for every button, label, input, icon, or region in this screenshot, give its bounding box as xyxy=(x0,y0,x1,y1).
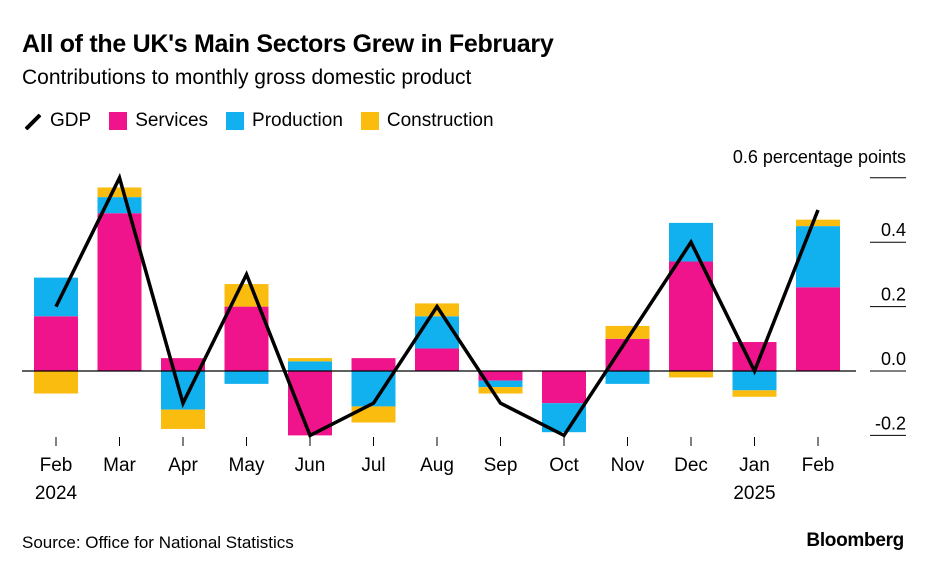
bar-construction-0 xyxy=(34,371,78,394)
bar-production-11 xyxy=(732,371,777,391)
bar-construction-1 xyxy=(97,187,142,198)
x-tick-label-4: Jun xyxy=(295,455,326,476)
bar-construction-2 xyxy=(161,409,205,429)
bar-construction-12 xyxy=(796,219,840,227)
bar-services-8 xyxy=(542,371,586,404)
chart-subtitle: Contributions to monthly gross domestic … xyxy=(22,66,472,89)
y-axis-unit-label: 0.6 percentage points xyxy=(732,147,906,167)
legend-label-construction: Construction xyxy=(386,110,494,131)
bar-production-7 xyxy=(478,380,523,388)
bar-production-12 xyxy=(796,226,840,288)
legend-swatch-construction xyxy=(360,112,379,130)
x-tick-label-1: Mar xyxy=(103,455,136,476)
x-tick-label-12: Feb xyxy=(802,455,835,476)
bar-services-1 xyxy=(97,213,142,371)
bar-construction-10 xyxy=(669,371,713,378)
source-note: Source: Office for National Statistics xyxy=(22,533,294,552)
bar-production-3 xyxy=(224,371,269,384)
legend: GDP Services Production Construction xyxy=(22,110,512,132)
x-tick-label-5: Jul xyxy=(361,455,385,476)
bar-production-4 xyxy=(288,361,332,371)
legend-item-services: Services xyxy=(109,110,208,132)
bar-construction-9 xyxy=(605,325,650,339)
x-tick-label-7: Sep xyxy=(484,455,518,476)
bloomberg-logo: Bloomberg xyxy=(806,530,904,551)
bar-services-6 xyxy=(415,348,459,371)
bar-services-5 xyxy=(351,358,396,371)
bar-construction-11 xyxy=(732,390,777,397)
x-year-label-11: 2025 xyxy=(733,483,775,504)
y-tick-label-2: 0.2 xyxy=(881,285,906,305)
x-tick-label-0: Feb xyxy=(40,455,73,476)
legend-item-production: Production xyxy=(226,110,343,132)
bar-construction-4 xyxy=(288,358,332,362)
bar-services-7 xyxy=(478,371,523,381)
y-tick-label-4: -0.2 xyxy=(875,413,906,433)
bar-services-0 xyxy=(34,316,78,371)
x-tick-label-10: Dec xyxy=(674,455,708,476)
bar-production-6 xyxy=(415,316,459,349)
legend-item-construction: Construction xyxy=(360,110,494,132)
x-tick-label-6: Aug xyxy=(420,455,454,476)
x-tick-label-3: May xyxy=(229,455,265,476)
bar-services-10 xyxy=(669,261,713,371)
x-tick-label-2: Apr xyxy=(168,455,198,476)
bar-services-4 xyxy=(288,371,332,436)
y-tick-label-1: 0.4 xyxy=(881,220,906,240)
bar-services-9 xyxy=(605,338,650,371)
bar-construction-7 xyxy=(478,387,523,394)
bar-services-12 xyxy=(796,287,840,371)
bar-services-11 xyxy=(732,342,777,371)
x-year-label-0: 2024 xyxy=(35,483,78,504)
x-tick-label-8: Oct xyxy=(549,455,579,476)
x-tick-label-9: Nov xyxy=(611,455,645,476)
x-tick-label-11: Jan xyxy=(739,455,770,476)
legend-item-gdp: GDP xyxy=(22,110,91,132)
bar-construction-6 xyxy=(415,303,459,317)
legend-swatch-production xyxy=(226,112,245,130)
bar-production-9 xyxy=(605,371,650,384)
legend-swatch-services xyxy=(109,112,128,130)
bar-production-0 xyxy=(34,277,78,317)
legend-label-production: Production xyxy=(252,110,343,131)
legend-label-services: Services xyxy=(135,110,209,131)
y-tick-label-3: 0.0 xyxy=(881,349,906,369)
bar-services-3 xyxy=(224,306,269,371)
bar-construction-5 xyxy=(351,406,396,423)
gdp-line xyxy=(54,172,820,438)
chart-title: All of the UK's Main Sectors Grew in Feb… xyxy=(22,30,554,58)
legend-label-gdp: GDP xyxy=(50,110,92,131)
